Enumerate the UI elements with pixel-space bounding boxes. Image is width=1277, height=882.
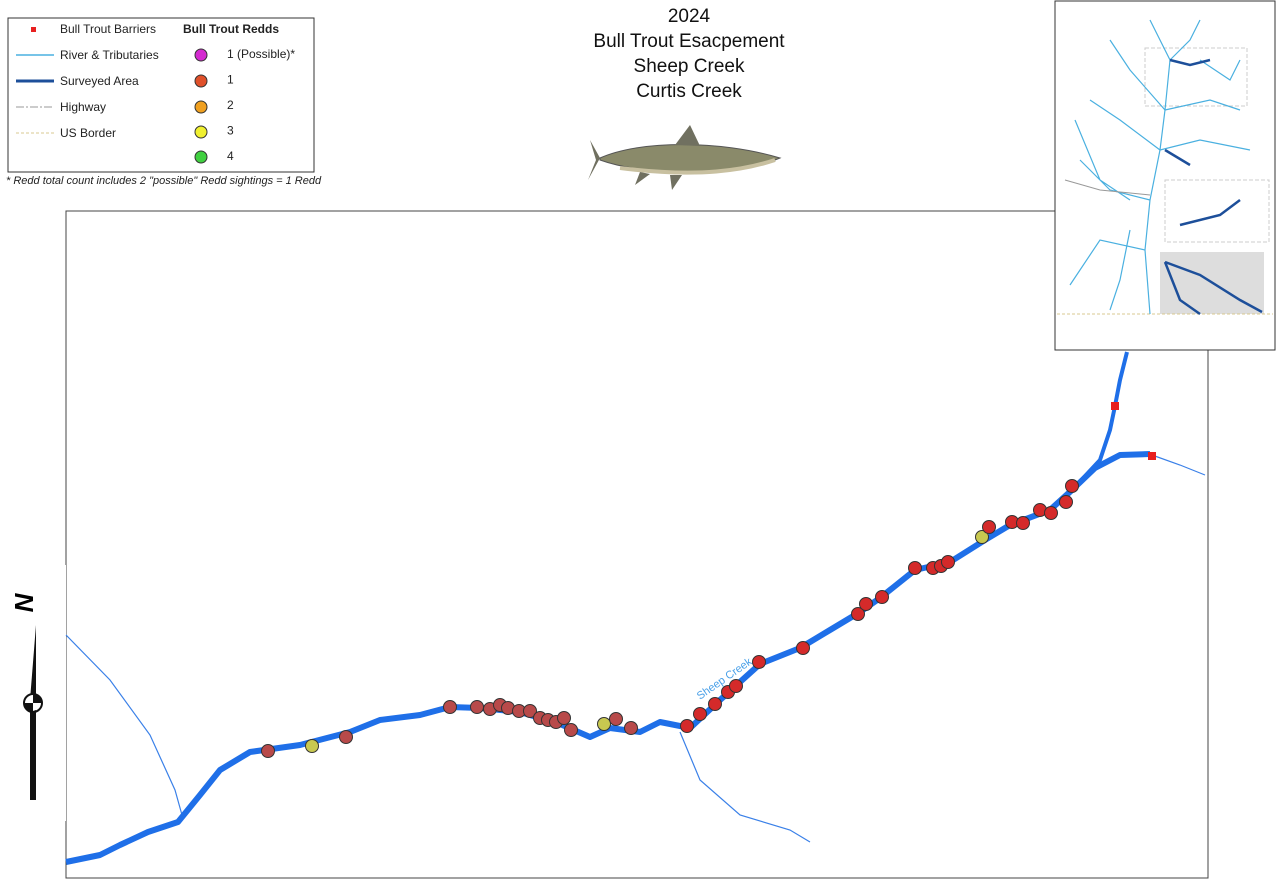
redd (729, 679, 743, 693)
redd (339, 730, 353, 744)
inset-map (1054, 0, 1276, 351)
redd (851, 607, 865, 621)
redd (975, 530, 989, 544)
redd (523, 704, 537, 718)
legend-redd-symbol (194, 48, 208, 62)
legend-barrier-symbol (31, 27, 36, 32)
redd (1065, 479, 1079, 493)
barrier (1111, 402, 1119, 410)
legend-label: 1 (227, 73, 234, 87)
redd (470, 700, 484, 714)
surveyed-river-branch (1070, 351, 1129, 492)
redd (443, 700, 457, 714)
redd (624, 721, 638, 735)
north-label: N (9, 592, 39, 612)
redd (609, 712, 623, 726)
redd (875, 590, 889, 604)
title-line: 2024 (668, 6, 711, 27)
redd (708, 697, 722, 711)
legend-label: River & Tributaries (60, 48, 159, 62)
redd (1016, 516, 1030, 530)
redd (597, 717, 611, 731)
legend-label: Bull Trout Barriers (60, 22, 156, 36)
footnote: * Redd total count includes 2 "possible"… (6, 175, 322, 187)
legend-box (7, 17, 315, 173)
redd (859, 597, 873, 611)
redd (557, 711, 571, 725)
legend-label: Surveyed Area (60, 74, 139, 88)
title-line: Curtis Creek (636, 81, 742, 102)
tributaries (65, 454, 1206, 843)
redd (693, 707, 707, 721)
legend-redd-symbol (194, 74, 208, 88)
legend-redd-symbol (194, 150, 208, 164)
legend-redd-symbol (194, 100, 208, 114)
redd (564, 723, 578, 737)
legend-label: 2 (227, 98, 234, 112)
barrier (1148, 452, 1156, 460)
redd (752, 655, 766, 669)
legend-label: US Border (60, 126, 116, 140)
redd (1059, 495, 1073, 509)
redd (261, 744, 275, 758)
redd (680, 719, 694, 733)
redd (1044, 506, 1058, 520)
legend-redd-symbol (194, 125, 208, 139)
redd (305, 739, 319, 753)
title-line: Bull Trout Esacpement (593, 31, 785, 52)
fish-illustration (588, 125, 782, 190)
redd (908, 561, 922, 575)
title-line: Sheep Creek (634, 56, 745, 77)
redd (982, 520, 996, 534)
legend-label: Highway (60, 100, 106, 114)
north-arrow: N (9, 592, 43, 800)
legend-label: 4 (227, 149, 234, 163)
legend-label: 3 (227, 124, 234, 138)
legend-redds-title: Bull Trout Redds (183, 22, 279, 36)
redd (941, 555, 955, 569)
legend-label: 1 (Possible)* (227, 47, 295, 61)
redd (796, 641, 810, 655)
map-frame (65, 210, 1209, 879)
